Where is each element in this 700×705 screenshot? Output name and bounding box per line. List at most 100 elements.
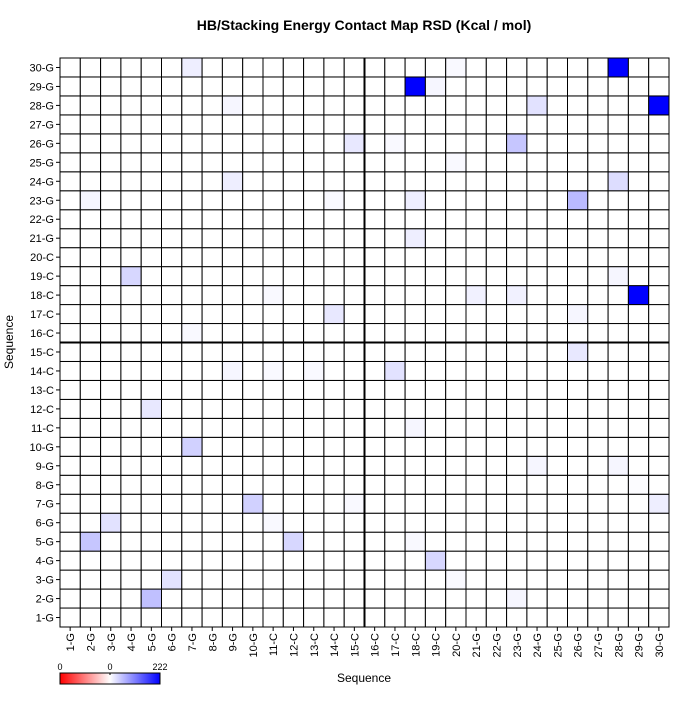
heatmap-cell [161,398,183,419]
heatmap-cell [627,417,650,438]
heatmap-cell [526,95,548,116]
x-tick-label: 5-G [146,633,158,651]
heatmap-cell [221,95,244,116]
heatmap-cell [161,360,183,381]
heatmap-cell [221,342,244,362]
heatmap-cell [201,436,223,457]
y-tick-label: 20-C [30,252,54,264]
heatmap-cell [424,588,447,609]
heatmap-cell [587,171,609,192]
heatmap-cell [384,493,406,514]
heatmap-cell [140,607,162,628]
heatmap-cell [607,285,629,306]
heatmap-cell [262,285,284,306]
heatmap-cell [100,493,122,514]
heatmap-cell [221,228,244,249]
heatmap-cell [242,304,264,325]
heatmap-cell [465,474,487,495]
heatmap-cell [445,360,467,381]
heatmap-cell [262,436,284,457]
heatmap-cell [485,360,508,381]
heatmap-cell [343,607,366,628]
heatmap-cell [587,569,609,590]
y-tick-label: 14-C [30,366,54,378]
heatmap-cell [567,569,589,590]
heatmap-cell [59,190,81,211]
heatmap-cell [587,95,609,116]
heatmap-cell [100,114,122,135]
heatmap-cell [181,417,203,438]
heatmap-cell [303,133,325,154]
y-tick-label: 21-G [30,233,54,245]
heatmap-cell [242,455,264,476]
heatmap-cell [648,398,670,419]
heatmap-cell [181,588,203,609]
heatmap-cell [506,323,528,343]
heatmap-cell [445,569,467,590]
heatmap-cell [445,417,467,438]
heatmap-cell [607,209,629,230]
heatmap-cell [648,569,670,590]
heatmap-cell [343,228,366,249]
heatmap-cell [221,607,244,628]
heatmap-cell [506,455,528,476]
heatmap-cell [161,285,183,306]
heatmap-cell [424,550,447,571]
heatmap-cell [323,569,345,590]
colorbar-tick-label: 0 [57,662,62,672]
heatmap-cell [567,114,589,135]
heatmap-cell [140,455,162,476]
heatmap-cell [567,342,589,362]
heatmap-cell [404,436,426,457]
heatmap-cell [140,342,162,362]
heatmap-cell [627,474,650,495]
heatmap-cell [546,57,569,78]
heatmap-cell [506,569,528,590]
heatmap-cell [364,285,386,306]
heatmap-cell [424,304,447,325]
heatmap-cell [567,455,589,476]
heatmap-cell [161,57,183,78]
heatmap-cell [404,474,426,495]
heatmap-cell [404,152,426,173]
heatmap-cell [485,304,508,325]
heatmap-cell [567,512,589,533]
heatmap-cell [485,152,508,173]
heatmap-cell [364,57,386,78]
heatmap-cell [120,95,142,116]
heatmap-cell [221,76,244,97]
heatmap-cell [445,379,467,400]
heatmap-cell [120,57,142,78]
heatmap-cell [364,436,386,457]
heatmap-cell [79,152,102,173]
heatmap-cell [221,114,244,135]
heatmap-cell [485,588,508,609]
heatmap-cell [404,95,426,116]
heatmap-cell [607,493,629,514]
heatmap-cell [424,57,447,78]
heatmap-cell [140,57,162,78]
heatmap-cell [587,417,609,438]
heatmap-cell [303,114,325,135]
heatmap-cell [343,455,366,476]
heatmap-cell [404,209,426,230]
heatmap-cell [526,247,548,268]
heatmap-cell [364,323,386,343]
heatmap-cell [100,455,122,476]
heatmap-cell [526,342,548,362]
heatmap-cell [526,360,548,381]
heatmap-cell [242,95,264,116]
heatmap-cell [627,57,650,78]
heatmap-cell [627,436,650,457]
heatmap-cell [445,512,467,533]
heatmap-cell [627,171,650,192]
heatmap-cell [424,493,447,514]
y-tick-label: 28-G [30,100,54,112]
heatmap-cell [364,304,386,325]
heatmap-cell [384,588,406,609]
heatmap-cell [648,531,670,552]
heatmap-cell [79,512,102,533]
heatmap-cell [506,550,528,571]
heatmap-cell [79,57,102,78]
heatmap-cell [303,323,325,343]
